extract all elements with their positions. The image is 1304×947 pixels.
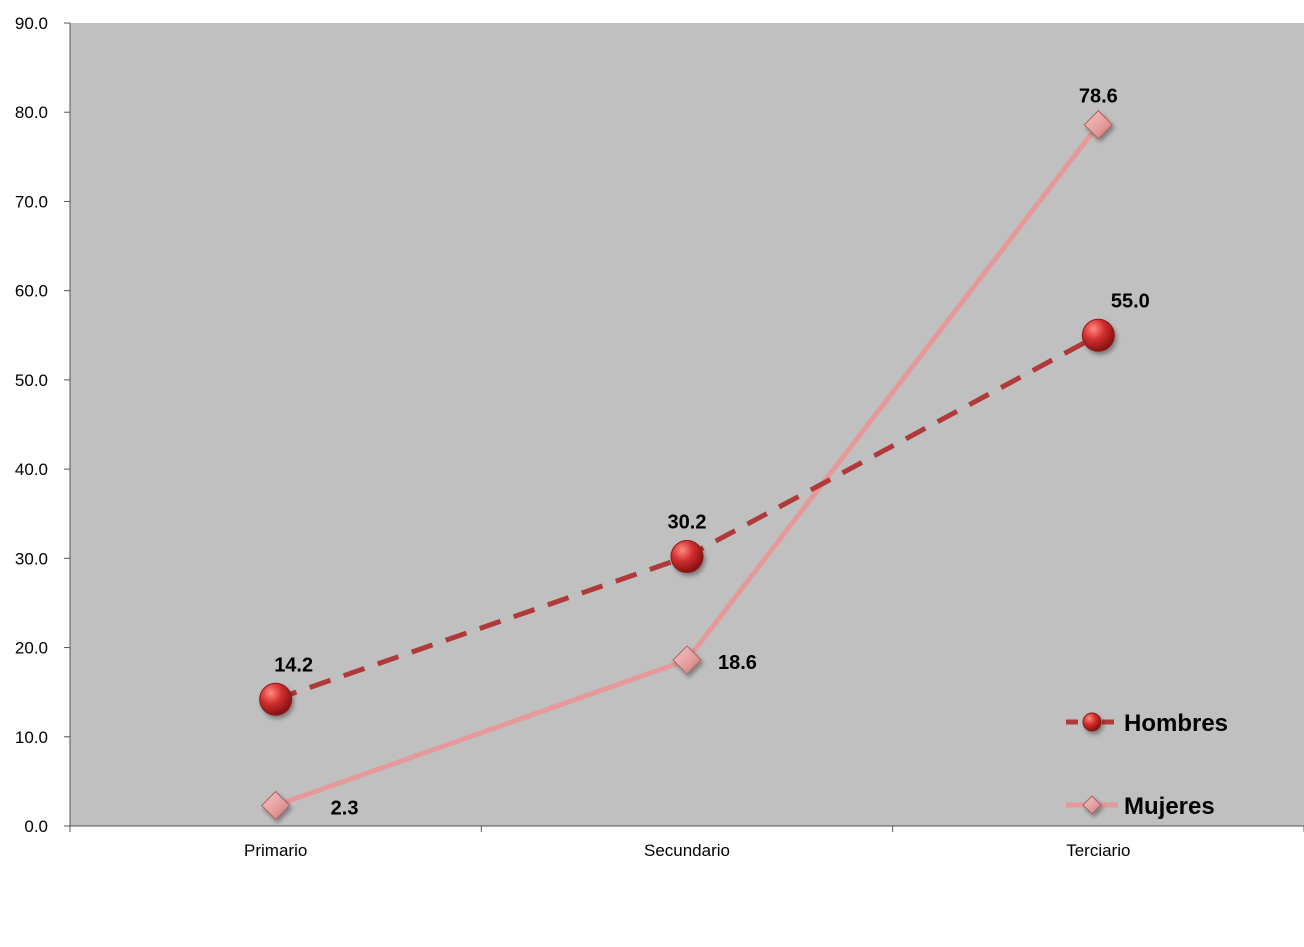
legend-item-hombres: Hombres (1066, 710, 1228, 737)
data-point (1083, 110, 1114, 140)
y-tick-label: 0.0 (24, 817, 48, 836)
series-hombres (259, 318, 1115, 716)
y-tick-label: 60.0 (15, 282, 48, 301)
data-label: 14.2 (274, 654, 313, 676)
data-point (260, 790, 291, 821)
x-tick-label: Primario (244, 841, 307, 860)
legend-label: Hombres (1124, 710, 1228, 737)
series-layer (259, 110, 1115, 821)
x-tick-label: Secundario (644, 841, 730, 860)
x-axis: Primario Secundario Terciario (69, 825, 1304, 860)
y-tick-label: 50.0 (15, 371, 48, 390)
data-label: 30.2 (668, 512, 707, 534)
legend: Hombres Mujeres (1066, 710, 1228, 820)
y-tick-label: 10.0 (15, 728, 48, 747)
data-label: 55.0 (1111, 290, 1150, 312)
data-point (1081, 318, 1115, 352)
legend-label: Mujeres (1124, 793, 1215, 820)
legend-marker (1082, 712, 1102, 732)
plot-area (70, 23, 1304, 826)
y-axis: 0.0 10.0 20.0 30.0 40.0 50.0 60.0 70.0 80.0 90.0 (15, 14, 71, 836)
y-tick-label: 30.0 (15, 549, 48, 568)
y-tick-label: 80.0 (15, 103, 48, 122)
data-point (670, 540, 704, 574)
series-mujeres (260, 110, 1114, 821)
data-point (259, 682, 293, 716)
data-labels: 2.3 18.6 78.6 14.2 30.2 55.0 (274, 86, 1150, 820)
x-tick-label: Terciario (1066, 841, 1130, 860)
y-tick-label: 20.0 (15, 639, 48, 658)
y-tick-label: 40.0 (15, 460, 48, 479)
y-tick-label: 70.0 (15, 192, 48, 211)
legend-marker (1082, 795, 1102, 815)
data-point (672, 645, 702, 675)
data-label: 2.3 (331, 797, 359, 819)
data-label: 18.6 (718, 652, 757, 674)
legend-item-mujeres: Mujeres (1066, 793, 1215, 820)
y-tick-label: 90.0 (15, 14, 48, 33)
data-label: 78.6 (1079, 86, 1118, 108)
